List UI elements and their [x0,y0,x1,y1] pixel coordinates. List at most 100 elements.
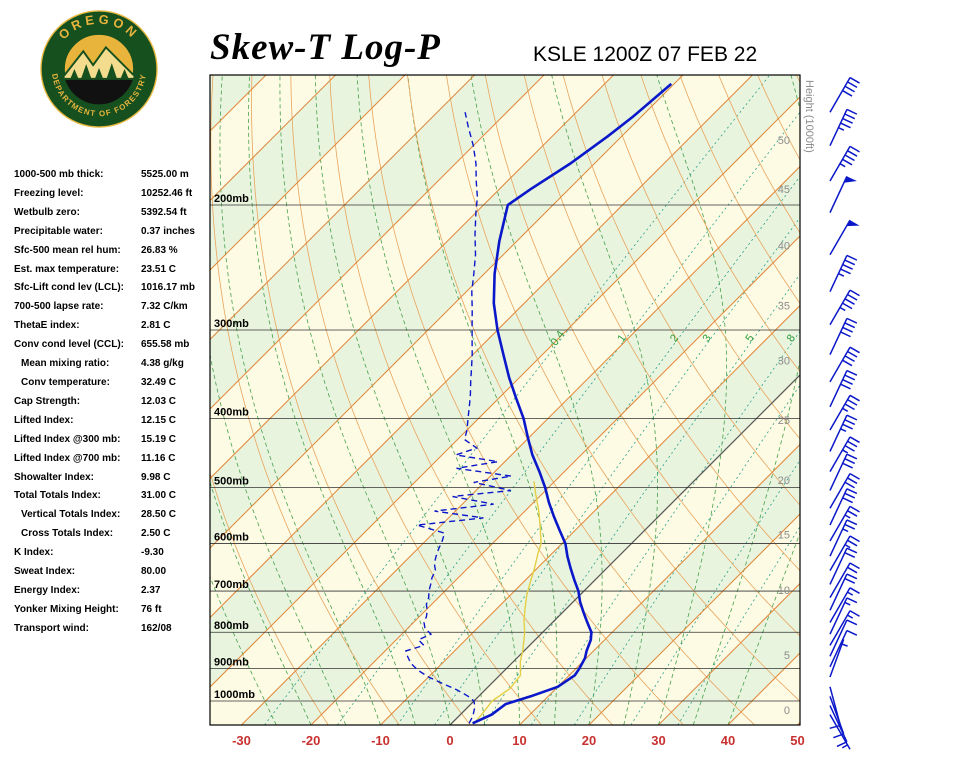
temp-axis-label: -20 [302,733,321,748]
height-label: 15 [778,530,790,542]
mixing-ratio-label: 8 [785,332,798,344]
stat-label: Precipitable water: [14,225,103,237]
height-axis-title: Height (1000ft) [803,80,815,153]
stat-label: Sfc-500 mean rel hum: [14,244,121,256]
stat-label: Yonker Mixing Height: [14,603,119,615]
stat-label: Total Totals Index: [14,490,101,502]
stat-label: Freezing level: [14,187,84,199]
height-label: 40 [778,240,790,252]
stat-value: 12.03 C [141,395,177,407]
stat-row: Precipitable water: 0.37 inches [14,223,214,242]
stat-row: Est. max temperature: 23.51 C [14,261,214,280]
stat-label: 700-500 lapse rate: [14,301,104,313]
stat-value: 80.00 [141,566,167,578]
stat-value: 5525.00 m [141,169,189,180]
stat-row: Sweat Index: 80.00 [14,563,214,582]
stat-label: 1000-500 mb thick: [14,169,104,180]
wetbulb-profile [474,481,542,723]
height-label: 30 [778,355,790,367]
stat-value: 23.51 C [141,263,177,275]
stat-label: Mean mixing ratio: [21,358,110,370]
stat-row: Transport wind: 162/08 [14,620,214,639]
height-label: 10 [778,585,790,597]
stat-row: Conv temperature: 32.49 C [14,374,214,393]
height-label: 5 [784,650,790,662]
stat-label: Transport wind: [14,622,89,634]
height-label: 0 [784,705,790,717]
stat-label: Sweat Index: [14,566,76,578]
stat-value: 15.19 C [141,433,177,445]
wind-barb-column [829,76,860,750]
stat-value: 26.83 % [141,244,178,256]
stat-label: Lifted Index @300 mb: [14,433,121,445]
stat-value: 31.00 C [141,490,177,502]
stat-row: 1000-500 mb thick: 5525.00 m [14,166,214,185]
stat-row: Mean mixing ratio: 4.38 g/kg [14,355,214,374]
pressure-label: 700mb [214,579,249,591]
temp-axis-label: 40 [721,733,735,748]
pressure-label: 800mb [214,620,249,632]
stat-row: K Index: -9.30 [14,544,214,563]
pressure-label: 400mb [214,407,249,419]
stat-label: ThetaE index: [14,320,80,332]
stat-value: 5392.54 ft [141,206,187,218]
stat-row: Lifted Index @700 mb: 11.16 C [14,450,214,469]
stat-value: 2.50 C [141,528,171,540]
stat-row: Freezing level: 10252.46 ft [14,185,214,204]
stat-value: 76 ft [141,603,162,615]
temp-axis-label: 50 [790,733,804,748]
temperature-profile [472,82,673,725]
tree-icon [119,69,130,81]
page-title: Skew-T Log-P [210,27,441,68]
stat-label: Lifted Index @700 mb: [14,452,121,464]
stat-row: Lifted Index @300 mb: 15.19 C [14,431,214,450]
stat-row: ThetaE index: 2.81 C [14,317,214,336]
stat-row: Sfc-Lift cond lev (LCL): 1016.17 mb [14,279,214,298]
plot-border [209,74,801,726]
stat-value: 2.37 [141,584,161,596]
height-label: 35 [778,300,790,312]
tree-icon [105,63,118,81]
temp-axis-label: -30 [232,733,251,748]
pressure-label: 1000mb [214,689,255,701]
stat-label: Wetbulb zero: [14,206,80,218]
stat-label: Conv cond level (CCL): [14,339,125,351]
stat-row: Showalter Index: 9.98 C [14,469,214,488]
temp-axis-label: 20 [582,733,596,748]
sounding-id: KSLE 1200Z 07 FEB 22 [533,43,758,66]
mixing-ratio-label: 1 [615,332,628,344]
height-label: 20 [778,475,790,487]
stat-label: Est. max temperature: [14,263,120,275]
plot-area [210,75,800,725]
temp-axis-label: 30 [651,733,665,748]
stat-row: Energy Index: 2.37 [14,582,214,601]
stat-value: -9.30 [141,547,164,559]
temp-axis-label: -10 [371,733,390,748]
stat-value: 1016.17 mb [141,282,195,294]
mixing-ratio-label: 3 [701,332,714,344]
stat-row: Conv cond level (CCL): 655.58 mb [14,336,214,355]
stat-value: 2.81 C [141,320,171,332]
stat-value: 7.32 C/km [141,301,188,313]
stat-row: Cross Totals Index: 2.50 C [14,525,214,544]
mixing-ratio-label: 2 [668,332,681,344]
stat-row: Vertical Totals Index: 28.50 C [14,506,214,525]
stat-value: 4.38 g/kg [141,358,184,370]
pressure-label: 900mb [214,657,249,669]
stat-label: Cross Totals Index: [21,528,114,540]
stat-value: 162/08 [141,622,172,634]
pressure-label: 300mb [214,318,249,330]
height-label: 50 [778,135,790,147]
stat-label: Vertical Totals Index: [21,509,121,521]
stat-label: K Index: [14,547,54,559]
tree-icon [69,69,80,81]
stat-value: 11.16 C [141,452,176,464]
stat-row: Sfc-500 mean rel hum: 26.83 % [14,242,214,261]
stat-value: 9.98 C [141,471,171,483]
stat-row: Yonker Mixing Height: 76 ft [14,601,214,620]
stat-row: Lifted Index: 12.15 C [14,412,214,431]
stats-panel: 1000-500 mb thick: 5525.00 m Freezing leve… [14,166,214,639]
stat-value: 32.49 C [141,376,177,388]
